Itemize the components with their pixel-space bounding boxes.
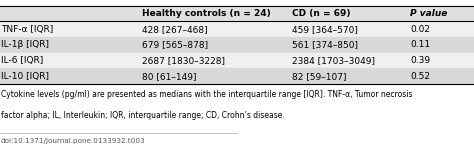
Text: 428 [267–468]: 428 [267–468] (142, 25, 208, 34)
Bar (0, 6, 474, 21)
Text: factor alpha; IL, Interleukin; IQR, interquartile range; CD, Crohn’s disease.: factor alpha; IL, Interleukin; IQR, inte… (1, 111, 285, 120)
Text: 0.52: 0.52 (410, 72, 430, 81)
Text: TNF-α [IQR]: TNF-α [IQR] (1, 25, 53, 34)
Text: 2384 [1703–3049]: 2384 [1703–3049] (292, 56, 374, 65)
Text: 679 [565–878]: 679 [565–878] (142, 40, 209, 49)
Text: Healthy controls (n = 24): Healthy controls (n = 24) (142, 9, 271, 18)
Text: P value: P value (410, 9, 447, 18)
Text: Cytokine levels (pg/ml) are presented as medians with the interquartile range [I: Cytokine levels (pg/ml) are presented as… (1, 90, 412, 99)
Text: 2687 [1830–3228]: 2687 [1830–3228] (142, 56, 225, 65)
Text: 0.11: 0.11 (410, 40, 430, 49)
Text: CD (n = 69): CD (n = 69) (292, 9, 350, 18)
Text: 0.02: 0.02 (410, 25, 430, 34)
Text: doi:10.1371/journal.pone.0133932.t003: doi:10.1371/journal.pone.0133932.t003 (1, 138, 146, 144)
Text: 80 [61–149]: 80 [61–149] (142, 72, 197, 81)
Text: IL-1β [IQR]: IL-1β [IQR] (1, 40, 49, 49)
Text: 82 [59–107]: 82 [59–107] (292, 72, 346, 81)
Text: IL-6 [IQR]: IL-6 [IQR] (1, 56, 43, 65)
Text: 0.39: 0.39 (410, 56, 430, 65)
Text: IL-10 [IQR]: IL-10 [IQR] (1, 72, 49, 81)
Bar (0, 37, 474, 53)
Bar (0, 21, 474, 37)
Text: 459 [364–570]: 459 [364–570] (292, 25, 357, 34)
Text: 561 [374–850]: 561 [374–850] (292, 40, 357, 49)
Bar (0, 68, 474, 84)
Bar (0, 53, 474, 68)
